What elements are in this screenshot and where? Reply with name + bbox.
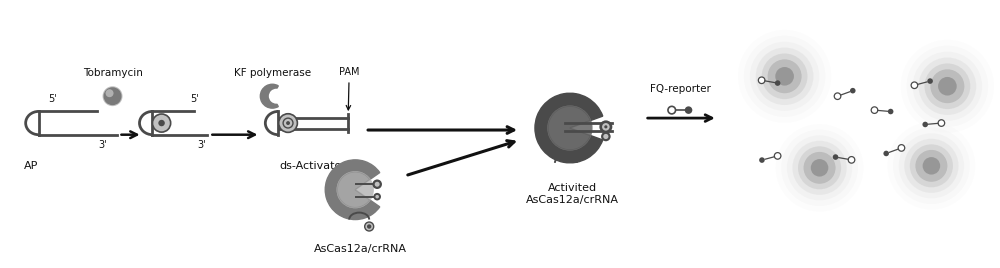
Circle shape xyxy=(910,144,953,187)
Circle shape xyxy=(599,120,612,133)
Wedge shape xyxy=(535,93,603,163)
Circle shape xyxy=(915,150,947,182)
Circle shape xyxy=(104,87,122,105)
Text: AP: AP xyxy=(23,161,38,171)
Circle shape xyxy=(158,120,165,126)
Circle shape xyxy=(798,146,841,189)
Circle shape xyxy=(269,89,284,104)
Circle shape xyxy=(668,106,676,114)
Circle shape xyxy=(375,195,379,199)
Circle shape xyxy=(938,120,945,126)
Text: 3': 3' xyxy=(99,140,107,150)
Circle shape xyxy=(938,77,957,96)
Circle shape xyxy=(848,157,855,163)
Circle shape xyxy=(106,89,114,97)
Circle shape xyxy=(930,69,964,103)
Circle shape xyxy=(850,88,856,94)
Circle shape xyxy=(834,93,841,99)
Circle shape xyxy=(888,109,893,114)
Circle shape xyxy=(775,80,780,86)
Wedge shape xyxy=(548,106,592,150)
Circle shape xyxy=(375,182,380,187)
Wedge shape xyxy=(325,160,380,219)
Circle shape xyxy=(804,152,836,184)
Circle shape xyxy=(279,114,297,132)
Text: ds-Activator: ds-Activator xyxy=(280,161,347,171)
Text: Activited
AsCas12a/crRNA: Activited AsCas12a/crRNA xyxy=(526,183,619,205)
Circle shape xyxy=(762,54,808,99)
Wedge shape xyxy=(337,172,373,208)
Circle shape xyxy=(759,157,765,163)
Circle shape xyxy=(911,82,918,88)
Circle shape xyxy=(898,145,905,151)
Text: FQ-reporter: FQ-reporter xyxy=(650,84,711,94)
Circle shape xyxy=(603,134,608,139)
Circle shape xyxy=(904,139,959,193)
Circle shape xyxy=(601,132,611,141)
Text: 5': 5' xyxy=(49,94,57,105)
Circle shape xyxy=(604,125,607,128)
Text: PAM: PAM xyxy=(339,67,359,110)
Circle shape xyxy=(871,107,878,113)
Circle shape xyxy=(883,151,889,156)
Circle shape xyxy=(924,64,970,109)
Text: Tobramycin: Tobramycin xyxy=(83,68,142,78)
Text: 5': 5' xyxy=(190,94,199,105)
Circle shape xyxy=(286,121,290,125)
Circle shape xyxy=(768,59,802,93)
Circle shape xyxy=(923,157,940,174)
Circle shape xyxy=(373,193,381,200)
Wedge shape xyxy=(548,106,591,150)
Wedge shape xyxy=(260,84,278,108)
Circle shape xyxy=(774,152,781,159)
Circle shape xyxy=(152,114,171,132)
Circle shape xyxy=(756,47,813,105)
Wedge shape xyxy=(337,172,370,208)
Circle shape xyxy=(927,78,933,84)
Circle shape xyxy=(372,180,382,189)
Circle shape xyxy=(833,154,838,160)
Circle shape xyxy=(919,58,976,115)
Circle shape xyxy=(792,141,847,195)
Circle shape xyxy=(811,159,828,177)
Text: AsCas12a/crRNA: AsCas12a/crRNA xyxy=(314,244,407,254)
Circle shape xyxy=(685,106,692,114)
Circle shape xyxy=(758,77,765,84)
Circle shape xyxy=(283,118,293,128)
Circle shape xyxy=(103,86,123,106)
Text: KF polymerase: KF polymerase xyxy=(234,68,311,78)
Circle shape xyxy=(922,122,928,127)
Circle shape xyxy=(365,222,374,231)
Text: 3': 3' xyxy=(197,140,206,150)
Circle shape xyxy=(602,123,610,131)
Circle shape xyxy=(367,224,371,229)
Circle shape xyxy=(775,67,794,85)
